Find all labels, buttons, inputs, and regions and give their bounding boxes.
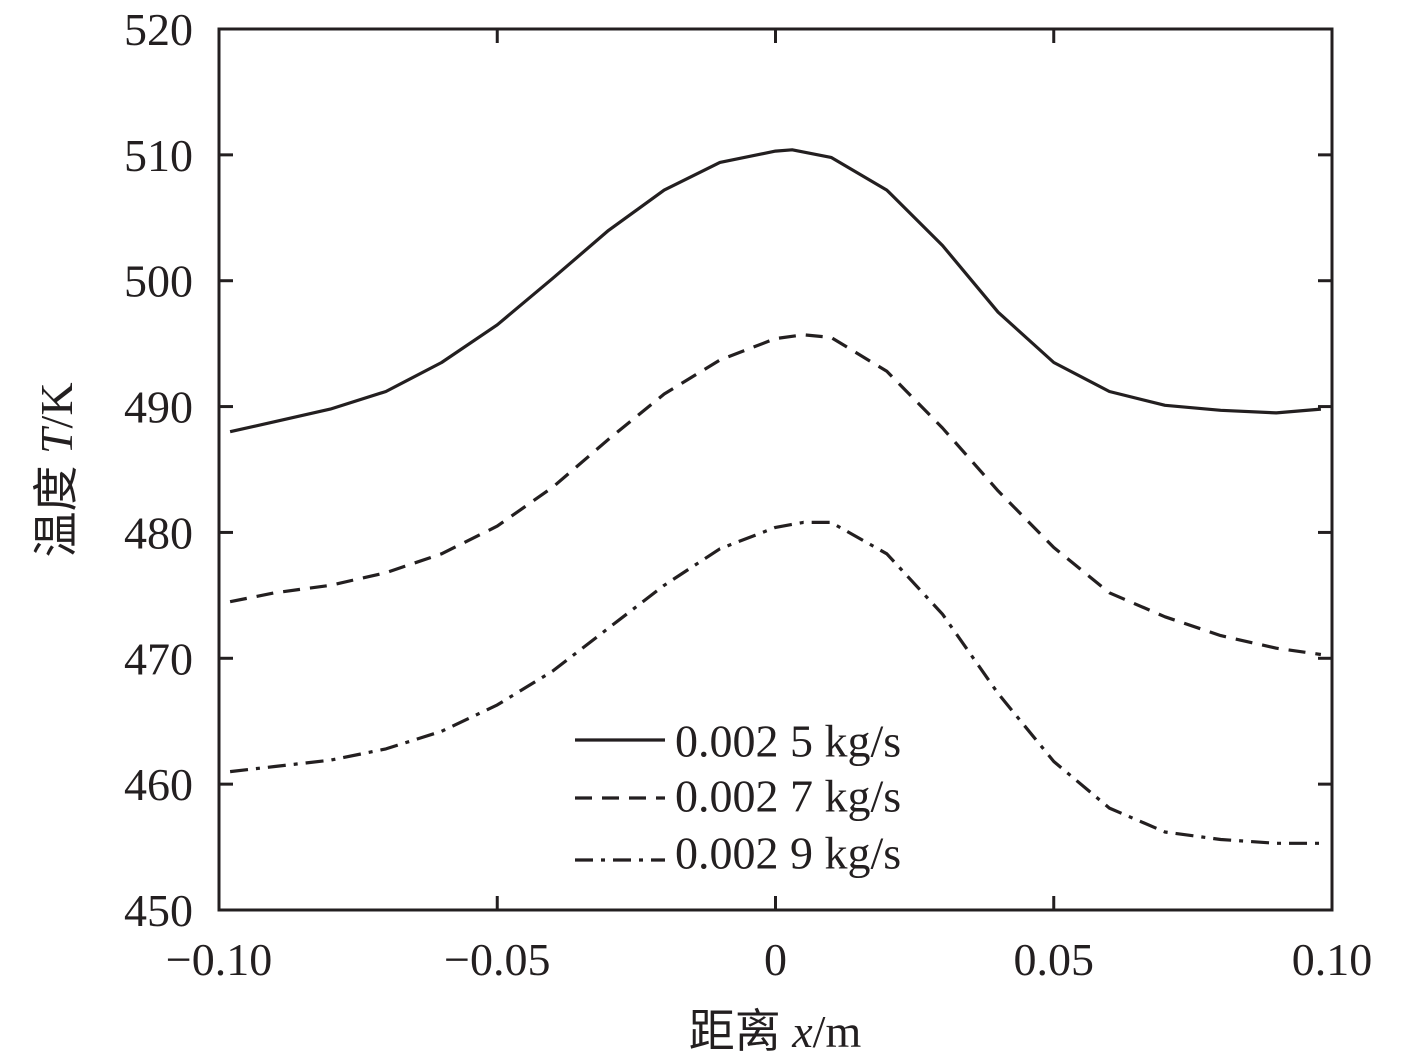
legend-label-0-0029: 0.002 9 kg/s — [675, 828, 901, 879]
y-axis-label-unit: /K — [31, 382, 82, 428]
x-axis-label: 距离 x/m — [689, 1006, 862, 1057]
y-tick-label-5: 500 — [124, 256, 193, 307]
x-axis-label-prefix: 距离 — [689, 1006, 793, 1057]
x-axis-label-variable: x — [791, 1006, 813, 1057]
x-tick-label-4: 0.10 — [1292, 934, 1373, 985]
y-tick-label-3: 480 — [124, 507, 193, 558]
ticks-layer: −0.10 −0.05 0 0.05 0.10 450 460 470 480 490 500 510… — [124, 4, 1372, 985]
y-axis-label-prefix: 温度 — [31, 454, 82, 558]
series-line-0-002-7-kg-s — [229, 333, 1322, 657]
series-line-0-002-9-kg-s — [229, 520, 1321, 845]
legend-label-0-0025: 0.002 5 kg/s — [675, 716, 901, 767]
y-axis-label-variable: T — [31, 425, 82, 454]
x-tick-label-1: −0.05 — [444, 934, 550, 985]
y-tick-label-7: 520 — [124, 4, 193, 55]
legend: 0.002 5 kg/s 0.002 7 kg/s 0.002 9 kg/s — [575, 716, 901, 879]
x-axis-label-unit: /m — [813, 1006, 862, 1057]
series-layer — [229, 148, 1322, 845]
legend-label-0-0027: 0.002 7 kg/s — [675, 771, 901, 822]
series-line-0-002-5-kg-s — [229, 148, 1322, 434]
y-tick-label-6: 510 — [124, 130, 193, 181]
y-tick-label-2: 470 — [124, 633, 193, 684]
y-tick-label-1: 460 — [124, 759, 193, 810]
x-tick-label-0: −0.10 — [166, 934, 272, 985]
y-tick-label-0: 450 — [124, 885, 193, 936]
y-axis-label: 温度 T/K — [31, 382, 82, 557]
x-tick-label-2: 0 — [764, 934, 787, 985]
x-tick-label-3: 0.05 — [1014, 934, 1095, 985]
y-tick-label-4: 490 — [124, 382, 193, 433]
plot-frame — [217, 27, 1334, 912]
